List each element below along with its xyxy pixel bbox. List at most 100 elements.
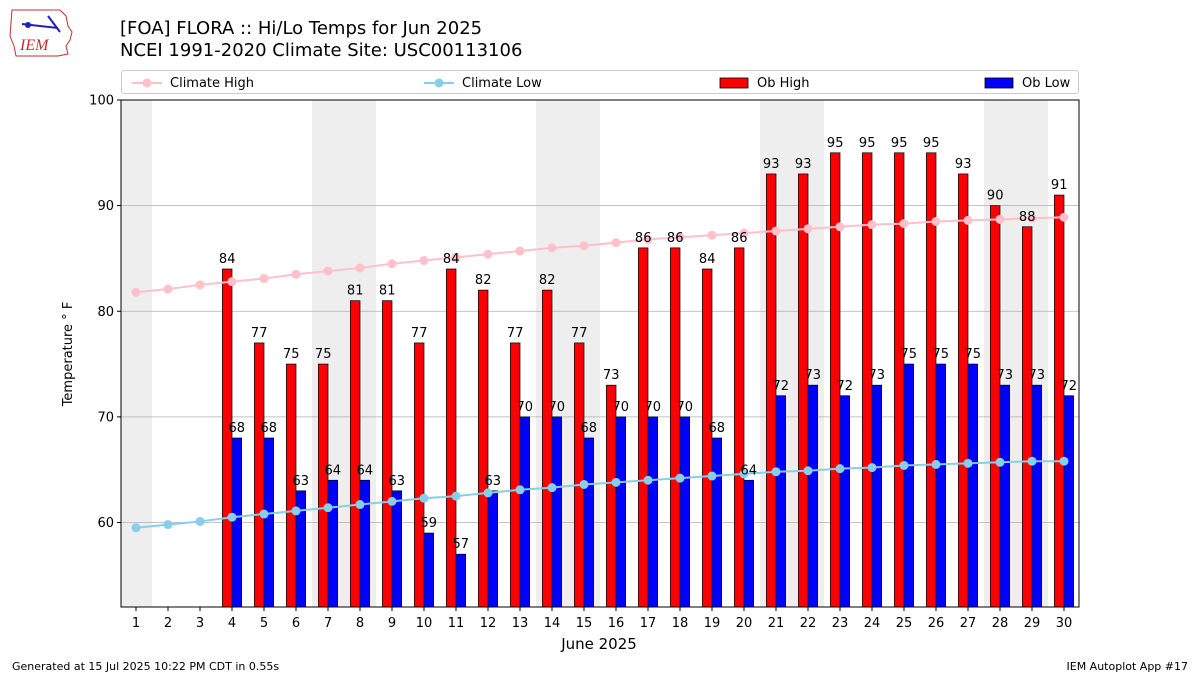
- ob-high-label: 84: [699, 252, 716, 267]
- y-tick-label: 60: [97, 516, 114, 531]
- climate-high-point: [515, 246, 525, 256]
- ob-high-bar: [478, 289, 489, 608]
- ob-high-label: 95: [891, 136, 908, 151]
- ob-low-bar: [391, 490, 402, 608]
- ob-low-bar: [231, 437, 242, 608]
- ob-low-label: 64: [357, 463, 374, 478]
- climate-high-point: [131, 287, 141, 297]
- ob-high-label: 95: [859, 136, 876, 151]
- ob-high-bar: [638, 247, 649, 608]
- x-tick-label: 21: [768, 616, 785, 631]
- climate-high-point: [355, 263, 365, 273]
- ob-low-bar: [679, 416, 690, 608]
- climate-low-point: [931, 459, 941, 469]
- x-tick-label: 6: [292, 616, 300, 631]
- y-tick-label: 70: [97, 410, 114, 425]
- climate-high-point: [483, 249, 493, 259]
- climate-high-point: [611, 238, 621, 248]
- ob-high-label: 82: [539, 273, 556, 288]
- climate-high-point: [803, 224, 813, 234]
- climate-low-point: [547, 483, 557, 493]
- x-tick-label: 18: [672, 616, 689, 631]
- climate-low-line: [135, 460, 1064, 529]
- ob-high-bar: [1054, 194, 1065, 608]
- x-tick-label: 14: [544, 616, 561, 631]
- ob-high-label: 84: [219, 252, 236, 267]
- ob-low-label: 68: [581, 421, 598, 436]
- climate-high-point: [835, 222, 845, 232]
- ob-high-bar: [254, 342, 265, 608]
- x-tick-label: 25: [896, 616, 913, 631]
- climate-low-point: [483, 488, 493, 498]
- ob-high-label: 88: [1019, 210, 1036, 225]
- legend-climate-high-label: Climate High: [170, 75, 255, 91]
- legend-climate-low-label: Climate Low: [462, 75, 542, 91]
- ob-low-bar: [1063, 395, 1074, 608]
- climate-high-point: [547, 243, 557, 253]
- x-tick-label: 11: [448, 616, 465, 631]
- plot-frame: [120, 99, 1080, 608]
- climate-low-point: [323, 503, 333, 513]
- ob-low-label: 68: [229, 421, 246, 436]
- legend: Climate High Climate Low Ob High Ob Low: [121, 70, 1079, 94]
- ob-high-label: 86: [731, 231, 748, 246]
- climate-high-point: [323, 266, 333, 276]
- ob-low-bar: [1031, 384, 1042, 608]
- climate-low-point: [707, 471, 717, 481]
- climate-high-point: [259, 274, 269, 284]
- climate-low-point: [867, 463, 877, 473]
- climate-low-point: [1059, 456, 1069, 466]
- x-tick-label: 15: [576, 616, 593, 631]
- climate-high-point: [451, 252, 461, 262]
- ob-low-label: 72: [1061, 379, 1078, 394]
- ob-high-bar: [222, 268, 233, 608]
- ob-low-bar: [263, 437, 274, 608]
- legend-ob-low: Ob Low: [984, 74, 1070, 92]
- x-tick-label: 20: [736, 616, 753, 631]
- ob-low-bar: [775, 395, 786, 608]
- ob-low-bar: [327, 479, 338, 608]
- legend-ob-low-label: Ob Low: [1022, 75, 1071, 91]
- ob-low-label: 73: [869, 368, 886, 383]
- climate-high-point: [707, 230, 717, 240]
- logo-text: IEM: [19, 37, 50, 54]
- x-tick-label: 1: [132, 616, 140, 631]
- ob-high-bar: [542, 289, 553, 608]
- climate-high-point: [227, 277, 237, 287]
- climate-low-point: [195, 516, 205, 526]
- climate-high-point: [195, 280, 205, 290]
- ob-high-label: 77: [571, 326, 588, 341]
- ob-low-label: 64: [325, 463, 342, 478]
- climate-high-point: [899, 219, 909, 229]
- climate-low-point: [579, 479, 589, 489]
- climate-low-point: [259, 509, 269, 519]
- ob-low-label: 73: [997, 368, 1014, 383]
- legend-ob-high-label: Ob High: [757, 75, 810, 91]
- x-axis-label: June 2025: [560, 635, 637, 653]
- climate-high-point: [771, 226, 781, 236]
- x-tick-label: 7: [324, 616, 332, 631]
- ob-high-bar: [446, 268, 457, 608]
- iem-logo: IEM: [9, 9, 73, 57]
- x-tick-label: 5: [260, 616, 268, 631]
- ob-low-bar: [519, 416, 530, 608]
- ob-high-label: 75: [315, 347, 332, 362]
- ob-low-label: 70: [677, 400, 694, 415]
- climate-high-line: [135, 216, 1065, 294]
- ob-high-bar: [734, 247, 745, 608]
- climate-high-point: [739, 228, 749, 238]
- ob-high-label: 93: [955, 157, 972, 172]
- footer-app: IEM Autoplot App #17: [1066, 660, 1189, 673]
- climate-low-point: [515, 485, 525, 495]
- climate-low-point: [387, 496, 397, 506]
- legend-climate-high-marker: [132, 78, 162, 88]
- ob-high-bar: [798, 173, 809, 608]
- ob-low-bar: [967, 363, 978, 608]
- x-tick-label: 3: [196, 616, 204, 631]
- ob-high-label: 86: [635, 231, 652, 246]
- legend-climate-low: Climate Low: [424, 74, 542, 92]
- ob-high-label: 77: [251, 326, 268, 341]
- climate-low-point: [803, 466, 813, 476]
- climate-low-point: [451, 491, 461, 501]
